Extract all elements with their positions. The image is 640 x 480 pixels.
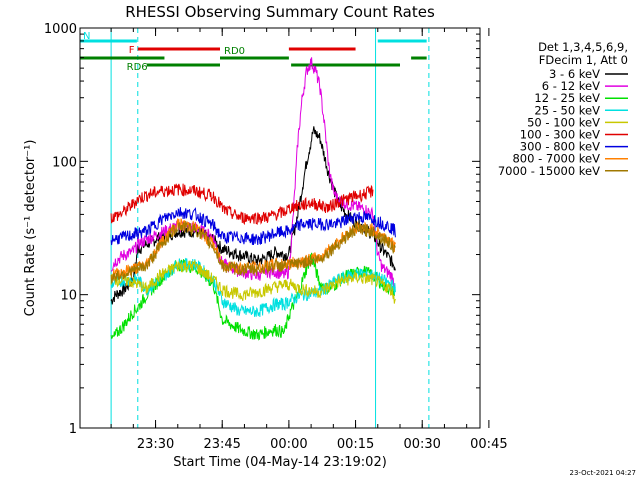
series-line-8 (110, 221, 396, 284)
legend-label-4: 50 - 100 keV (527, 115, 600, 129)
y-tick-label: 1000 (44, 22, 77, 37)
flag-label-f: F (129, 45, 135, 56)
legend-label-3: 25 - 50 keV (534, 103, 600, 117)
legend-label-0: 3 - 6 keV (549, 67, 600, 81)
plot-frame (79, 27, 481, 429)
legend-label-6: 300 - 800 keV (520, 140, 600, 154)
chart-title: RHESSI Observing Summary Count Rates (125, 3, 435, 21)
x-tick-label: 00:30 (403, 437, 440, 452)
x-tick-label: 00:00 (270, 437, 307, 452)
data-series (110, 57, 396, 341)
series-line-5 (110, 183, 374, 226)
flag-label-rd0: RD0 (224, 46, 245, 57)
x-tick-label: 00:45 (470, 437, 507, 452)
y-axis: 1 10 100 1000 (44, 22, 480, 437)
y-tick-label: 100 (52, 155, 77, 170)
flag-label-rd6: RD6 (127, 62, 148, 73)
plot-area (110, 28, 430, 428)
x-axis: 23:30 23:45 00:00 00:15 00:30 00:45 (110, 28, 508, 452)
legend-header-line: FDecim 1, Att 0 (539, 53, 628, 67)
x-axis-label: Start Time (04-May-14 23:19:02) (173, 455, 387, 470)
legend-label-7: 800 - 7000 keV (512, 152, 600, 166)
series-line-6 (110, 207, 396, 246)
y-axis-label: Count Rate (s⁻¹ detector⁻¹) (23, 140, 38, 317)
y-tick-label: 1 (69, 422, 77, 437)
flag-bars: N F RD0 RD6 (80, 31, 427, 73)
legend-label-2: 12 - 25 keV (534, 91, 600, 105)
legend-label-8: 7000 - 15000 keV (498, 164, 600, 178)
flag-label-n: N (83, 31, 90, 42)
x-tick-label: 23:30 (137, 437, 174, 452)
series-line-4 (110, 260, 396, 304)
legend: Det 1,3,4,5,6,9,FDecim 1, Att 03 - 6 keV… (498, 40, 628, 178)
legend-header-line: Det 1,3,4,5,6,9, (538, 40, 628, 54)
legend-label-5: 100 - 300 keV (520, 128, 600, 142)
legend-label-1: 6 - 12 keV (542, 79, 600, 93)
x-tick-label: 23:45 (203, 437, 240, 452)
timestamp: 23-Oct-2021 04:27 (570, 469, 636, 477)
x-tick-label: 00:15 (337, 437, 374, 452)
y-tick-label: 10 (60, 289, 77, 304)
